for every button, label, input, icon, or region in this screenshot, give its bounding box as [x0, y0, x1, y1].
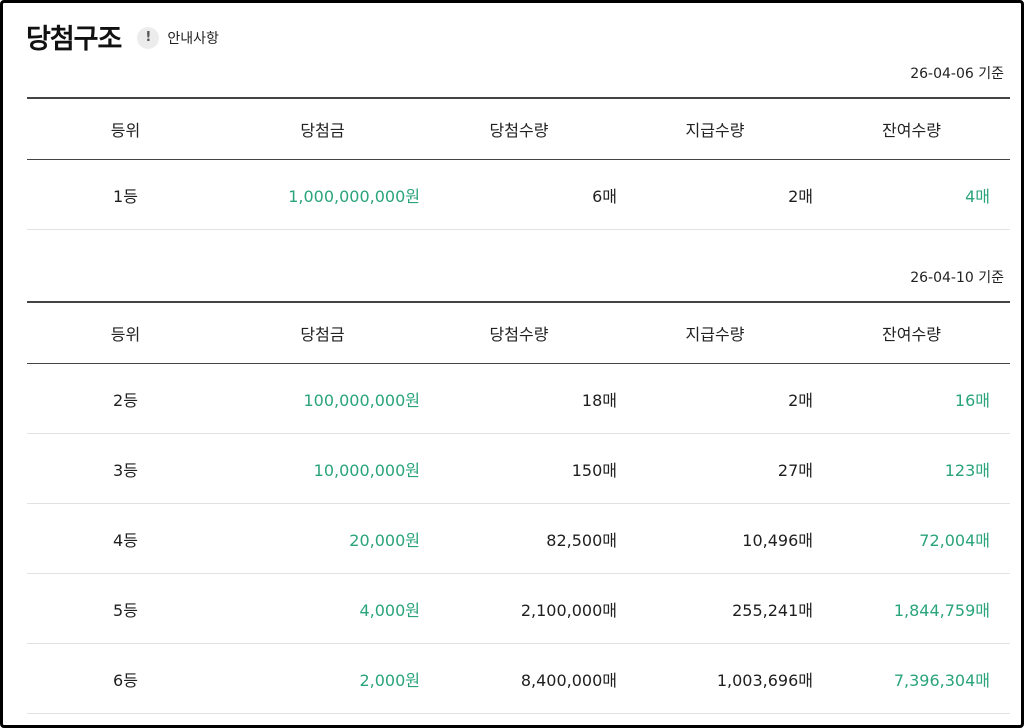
won-cell: 8,400,000매 — [520, 670, 617, 690]
page-title: 당첨구조 — [26, 24, 122, 55]
table-row: 2등 100,000,000원 18매 2매 16매 — [27, 364, 1010, 434]
won-cell: 18매 — [581, 390, 617, 410]
table-row: 4등 20,000원 82,500매 10,496매 72,004매 — [27, 504, 1010, 574]
col-header-prize: 당첨금 — [300, 325, 345, 344]
exclamation-icon: ! — [137, 26, 160, 49]
won-cell: 150매 — [571, 460, 617, 480]
prize-table-1: 등위 당첨금 당첨수량 지급수량 잔여수량 1등 1,000,000,000원 … — [27, 97, 1010, 230]
col-header-prize: 당첨금 — [300, 121, 345, 140]
prize-cell: 20,000원 — [349, 530, 420, 550]
table-row: 1등 1,000,000,000원 6매 2매 4매 — [27, 160, 1010, 230]
rank-cell: 3등 — [113, 460, 138, 480]
paid-cell: 2매 — [788, 186, 813, 206]
won-cell: 2,100,000매 — [520, 600, 617, 620]
remaining-cell: 7,396,304매 — [893, 670, 990, 690]
paid-cell: 1,003,696매 — [716, 670, 813, 690]
prize-cell: 4,000원 — [359, 600, 420, 620]
paid-cell: 255,241매 — [732, 600, 813, 620]
col-header-remaining: 잔여수량 — [882, 121, 941, 140]
col-header-paid: 지급수량 — [685, 325, 745, 344]
col-header-rank: 등위 — [110, 325, 141, 344]
rank-cell: 1등 — [113, 186, 138, 206]
remaining-cell: 72,004매 — [919, 530, 990, 550]
table-row: 6등 2,000원 8,400,000매 1,003,696매 7,396,30… — [27, 644, 1010, 714]
col-header-paid: 지급수량 — [685, 121, 745, 140]
won-cell: 6매 — [592, 186, 617, 206]
paid-cell: 27매 — [777, 460, 813, 480]
info-notice-label: 안내사항 — [167, 30, 219, 47]
title-row: 당첨구조 ! 안내사항 — [26, 17, 219, 56]
table-header: 등위 당첨금 당첨수량 지급수량 잔여수량 — [27, 301, 1010, 364]
info-notice-button[interactable]: ! 안내사항 — [137, 25, 219, 51]
prize-cell: 10,000,000원 — [313, 460, 420, 480]
remaining-cell: 123매 — [944, 460, 990, 480]
prize-cell: 2,000원 — [359, 670, 420, 690]
table-row: 5등 4,000원 2,100,000매 255,241매 1,844,759매 — [27, 574, 1010, 644]
prize-cell: 1,000,000,000원 — [288, 186, 420, 206]
rank-cell: 4등 — [113, 530, 138, 550]
paid-cell: 10,496매 — [742, 530, 813, 550]
prize-cell: 100,000,000원 — [303, 390, 420, 410]
date-stamp-1: 26-04-06 기준 — [910, 66, 1004, 82]
date-stamp-2: 26-04-10 기준 — [910, 270, 1004, 286]
rank-cell: 6등 — [113, 670, 138, 690]
prize-table-2: 등위 당첨금 당첨수량 지급수량 잔여수량 2등 100,000,000원 18… — [27, 301, 1010, 714]
remaining-cell: 1,844,759매 — [893, 600, 990, 620]
col-header-won: 당첨수량 — [489, 121, 549, 140]
rank-cell: 5등 — [113, 600, 138, 620]
col-header-won: 당첨수량 — [489, 325, 549, 344]
paid-cell: 2매 — [788, 390, 813, 410]
remaining-cell: 16매 — [954, 390, 990, 410]
rank-cell: 2등 — [113, 390, 138, 410]
table-header: 등위 당첨금 당첨수량 지급수량 잔여수량 — [27, 97, 1010, 160]
table-row: 3등 10,000,000원 150매 27매 123매 — [27, 434, 1010, 504]
won-cell: 82,500매 — [546, 530, 617, 550]
col-header-rank: 등위 — [110, 121, 141, 140]
remaining-cell: 4매 — [965, 186, 990, 206]
col-header-remaining: 잔여수량 — [882, 325, 941, 344]
